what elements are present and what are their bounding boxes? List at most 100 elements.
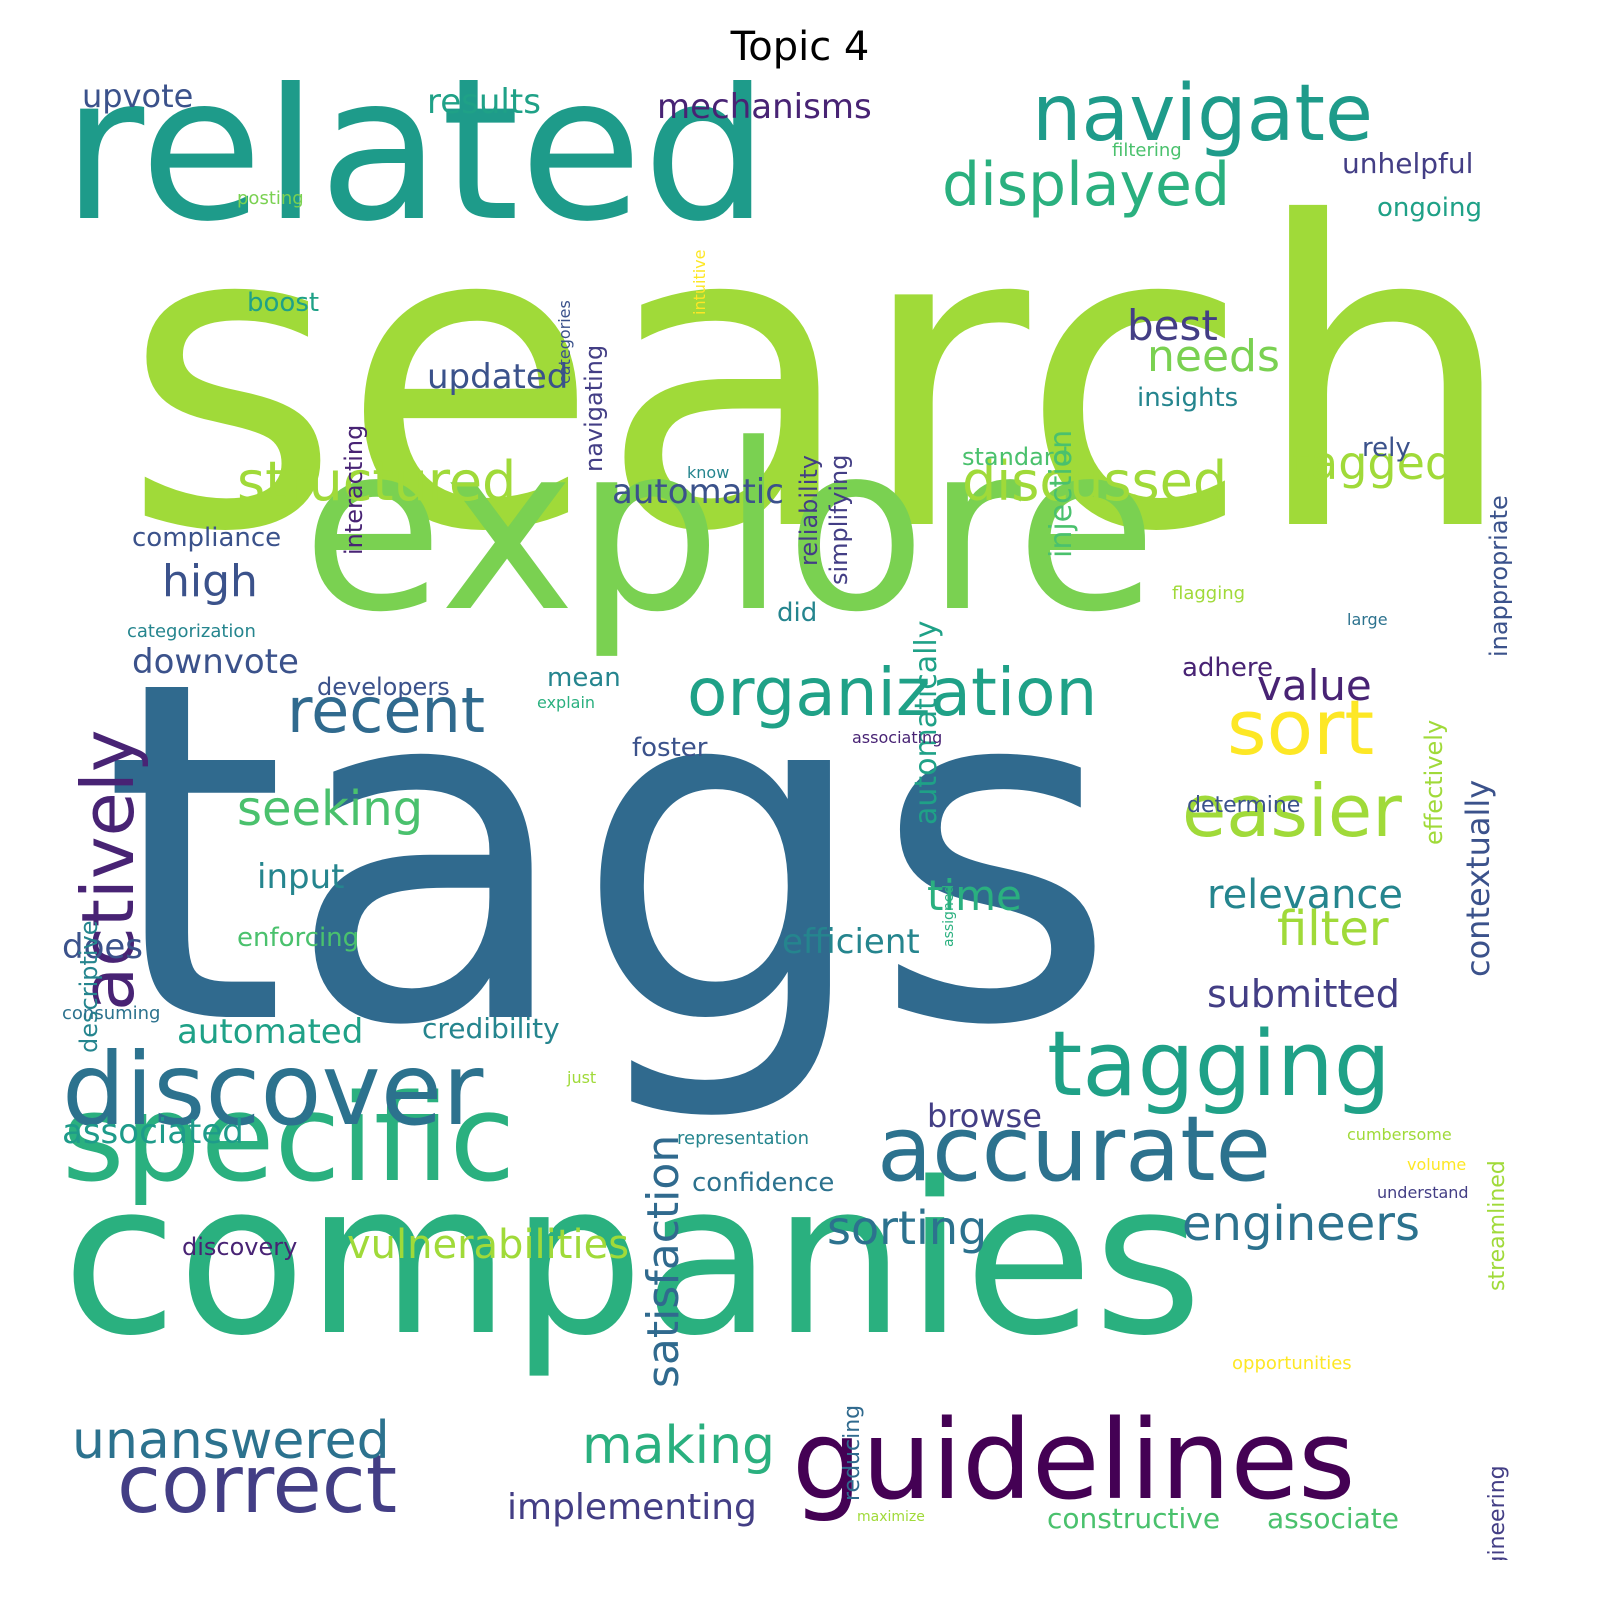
word-confidence: confidence: [692, 1168, 835, 1198]
word-associated: associated: [62, 1112, 244, 1152]
word-volume: volume: [1407, 1155, 1467, 1174]
word-vulnerabilities: vulnerabilities: [347, 1222, 630, 1268]
word-updated: updated: [427, 357, 569, 397]
word-value: value: [1257, 661, 1372, 710]
word-ongoing: ongoing: [1377, 193, 1483, 223]
word-relevance: relevance: [1207, 872, 1404, 918]
word-satisfaction: satisfaction: [638, 1135, 689, 1389]
word-navigating: navigating: [580, 345, 608, 473]
word-large: large: [1347, 610, 1388, 629]
word-efficient: efficient: [782, 922, 920, 962]
word-automated: automated: [177, 1012, 364, 1052]
word-opportunities: opportunities: [1232, 1353, 1352, 1374]
word-engineers: engineers: [1182, 1196, 1420, 1252]
word-related: related: [62, 80, 770, 266]
word-tags: tags: [102, 581, 1118, 1128]
word-best: best: [1127, 301, 1218, 350]
word-know: know: [687, 463, 730, 482]
word-unhelpful: unhelpful: [1342, 147, 1474, 180]
word-explain: explain: [537, 693, 596, 712]
word-mean: mean: [547, 663, 621, 693]
word-rely: rely: [1362, 433, 1411, 463]
word-search: search: [122, 135, 1518, 624]
word-discovery: discovery: [182, 1233, 298, 1261]
word-tagged: tagged: [1292, 436, 1455, 490]
word-foster: foster: [632, 733, 708, 763]
word-determine: determine: [1187, 793, 1301, 818]
word-constructive: constructive: [1047, 1502, 1221, 1535]
word-inappropriate: inappropriate: [1485, 495, 1513, 657]
word-assigned: assigned: [941, 885, 957, 948]
word-reliability: reliability: [795, 455, 823, 566]
word-guidelines: guidelines: [792, 1396, 1356, 1524]
word-navigate: navigate: [1032, 80, 1373, 159]
word-simplifying: simplifying: [825, 455, 853, 586]
word-developers: developers: [317, 673, 450, 701]
word-results: results: [427, 82, 541, 122]
word-intuitive: intuitive: [690, 250, 709, 316]
word-downvote: downvote: [132, 642, 299, 682]
word-specific: specific: [62, 1070, 516, 1209]
word-posting: posting: [237, 188, 304, 209]
word-explore: explore: [302, 396, 1158, 663]
word-automatic: automatic: [612, 472, 784, 512]
word-implementing: implementing: [507, 1487, 757, 1528]
word-consuming: consuming: [62, 1003, 161, 1024]
word-enforcing: enforcing: [237, 923, 360, 953]
word-insights: insights: [1137, 383, 1239, 413]
word-does: does: [62, 927, 144, 967]
word-categorization: categorization: [127, 621, 256, 642]
word-filtering: filtering: [1112, 140, 1182, 161]
page-title: Topic 4: [730, 24, 870, 70]
word-sorting: sorting: [827, 1201, 988, 1255]
word-cloud: search tags explore related companies sp…: [62, 80, 1542, 1560]
word-needs: needs: [1147, 331, 1280, 382]
word-displayed: displayed: [942, 150, 1231, 220]
word-contextually: contextually: [1459, 780, 1497, 978]
word-upvote: upvote: [82, 80, 194, 115]
word-companies: companies: [62, 1137, 1203, 1382]
word-browse: browse: [927, 1097, 1042, 1135]
word-compliance: compliance: [132, 523, 282, 553]
word-streamlined: streamlined: [1485, 1160, 1510, 1291]
word-reducing: reducing: [840, 1405, 865, 1502]
word-understand: understand: [1377, 1183, 1469, 1202]
word-high: high: [162, 556, 258, 607]
word-standard: standard: [962, 443, 1069, 471]
word-accurate: accurate: [877, 1097, 1271, 1202]
word-just: just: [567, 1068, 597, 1087]
word-discover: discover: [62, 1031, 484, 1148]
word-mechanisms: mechanisms: [657, 87, 872, 127]
word-easier: easier: [1182, 769, 1402, 853]
word-descriptive: descriptive: [75, 920, 103, 1053]
word-interacting: interacting: [340, 425, 368, 556]
word-credibility: credibility: [422, 1012, 560, 1045]
word-effectively: effectively: [1420, 720, 1448, 846]
word-structured: structured: [237, 450, 517, 513]
word-filter: filter: [1277, 901, 1389, 957]
word-adhere: adhere: [1182, 653, 1274, 683]
word-seeking: seeking: [237, 781, 424, 837]
word-tagging: tagging: [1047, 1012, 1391, 1117]
word-unanswered: unanswered: [72, 1411, 390, 1471]
word-submitted: submitted: [1207, 972, 1400, 1016]
word-recent: recent: [287, 674, 486, 747]
word-correct: correct: [117, 1438, 398, 1531]
word-making: making: [582, 1416, 776, 1476]
word-sort: sort: [1227, 683, 1375, 772]
word-associating: associating: [852, 728, 943, 747]
word-cumbersome: cumbersome: [1347, 1125, 1452, 1144]
word-organization: organization: [687, 654, 1098, 731]
word-flagging: flagging: [1172, 583, 1246, 604]
word-automatically: automatically: [909, 620, 944, 825]
word-boost: boost: [247, 288, 320, 318]
word-input: input: [257, 857, 345, 897]
word-engineering: engineering: [1485, 1465, 1510, 1560]
word-time: time: [927, 871, 1022, 920]
word-did: did: [777, 598, 818, 628]
word-associate: associate: [1267, 1502, 1400, 1535]
word-maximize: maximize: [857, 1509, 925, 1525]
word-discussed: discussed: [962, 450, 1228, 513]
word-representation: representation: [677, 1128, 810, 1149]
word-categories: categories: [555, 300, 574, 384]
